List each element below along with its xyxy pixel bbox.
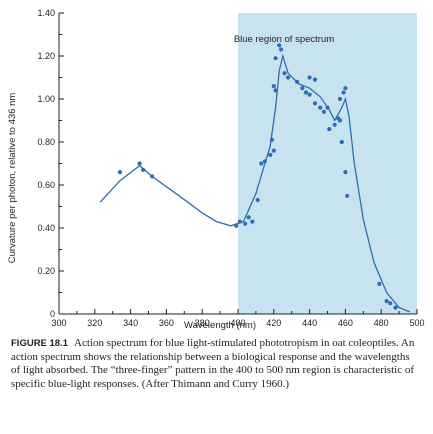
data-point (150, 174, 155, 179)
data-point (250, 219, 255, 224)
data-point (339, 139, 344, 145)
data-point (243, 221, 248, 226)
x-tick-label: 380 (195, 318, 210, 328)
data-point (246, 215, 251, 220)
data-point (307, 75, 312, 80)
x-tick-label: 460 (338, 318, 353, 328)
data-point (282, 71, 287, 76)
x-axis-title: Wavelength (nm) (184, 320, 256, 331)
y-tick-label: 1.40 (37, 8, 55, 18)
data-point (269, 137, 275, 142)
data-point (303, 90, 309, 95)
data-point (262, 159, 267, 164)
data-point (327, 127, 332, 132)
data-point (286, 75, 291, 80)
data-point (273, 56, 278, 61)
data-point (307, 92, 312, 97)
blue-region-annotation: Blue region of spectrum (234, 34, 334, 45)
y-tick-label: 0 (50, 309, 55, 319)
data-points (117, 43, 398, 310)
x-tick-label: 340 (123, 318, 138, 328)
data-point (237, 219, 242, 224)
blue-region-shading (238, 13, 417, 314)
data-point (117, 170, 122, 175)
curve-line (99, 53, 411, 313)
data-point (337, 118, 343, 123)
figure-caption: FIGURE 18.1 Action spectrum for blue ligh… (11, 337, 419, 391)
y-axis-ticks: 0 0.20 0.40 0.60 0.80 1.00 1.20 1.40 (37, 8, 64, 319)
x-tick-label: 300 (51, 318, 66, 328)
y-tick-label: 0.60 (37, 180, 55, 190)
data-point (312, 101, 318, 106)
x-tick-label: 320 (87, 318, 102, 328)
data-point (278, 47, 284, 52)
data-point (295, 79, 300, 84)
data-point (255, 197, 260, 203)
data-point (318, 105, 323, 110)
data-point (137, 161, 142, 166)
x-tick-label: 420 (266, 318, 281, 328)
data-point (341, 90, 346, 95)
x-tick-label: 360 (159, 318, 174, 328)
x-axis-ticks: 300 320 340 360 380 400 420 440 460 480 500 (51, 309, 425, 328)
data-point (234, 223, 239, 228)
data-point (377, 281, 382, 286)
action-spectrum-chart: 00.200.400.600.801.001.201.40 300 320 340 3… (7, 8, 425, 331)
y-tick-label: 1.20 (37, 51, 55, 61)
data-point (343, 170, 348, 175)
y-tick-label: 0.80 (37, 137, 55, 147)
x-tick-label: 480 (374, 318, 389, 328)
data-point (268, 152, 273, 157)
data-point (393, 305, 398, 310)
data-point (271, 84, 276, 89)
fitted-curve (99, 53, 411, 313)
data-point (273, 88, 278, 93)
data-point (277, 43, 282, 48)
y-axis-title: Curvature per photon, relative to 436 nm (7, 93, 18, 264)
data-point (300, 86, 305, 91)
y-tick-label: 1.00 (37, 94, 55, 104)
data-point (384, 299, 389, 304)
x-tick-label: 500 (409, 318, 424, 328)
figure-label: FIGURE 18.1 (11, 338, 69, 349)
y-tick-label: 0.20 (37, 266, 55, 276)
data-point (271, 148, 276, 153)
data-point (259, 161, 264, 166)
data-point (325, 105, 330, 110)
blue-region-rect (238, 13, 417, 314)
data-point (337, 96, 343, 102)
data-point (321, 109, 326, 114)
y-tick-label: 0.40 (37, 223, 55, 233)
data-point (332, 122, 337, 127)
x-tick-label: 440 (302, 318, 317, 328)
data-point (388, 301, 393, 306)
x-tick-label: 400 (230, 318, 245, 328)
data-point (141, 167, 146, 172)
caption-text: Action spectrum for blue light-stimulate… (11, 337, 415, 390)
data-point (312, 77, 318, 82)
data-point (345, 193, 350, 198)
data-point (343, 86, 348, 91)
